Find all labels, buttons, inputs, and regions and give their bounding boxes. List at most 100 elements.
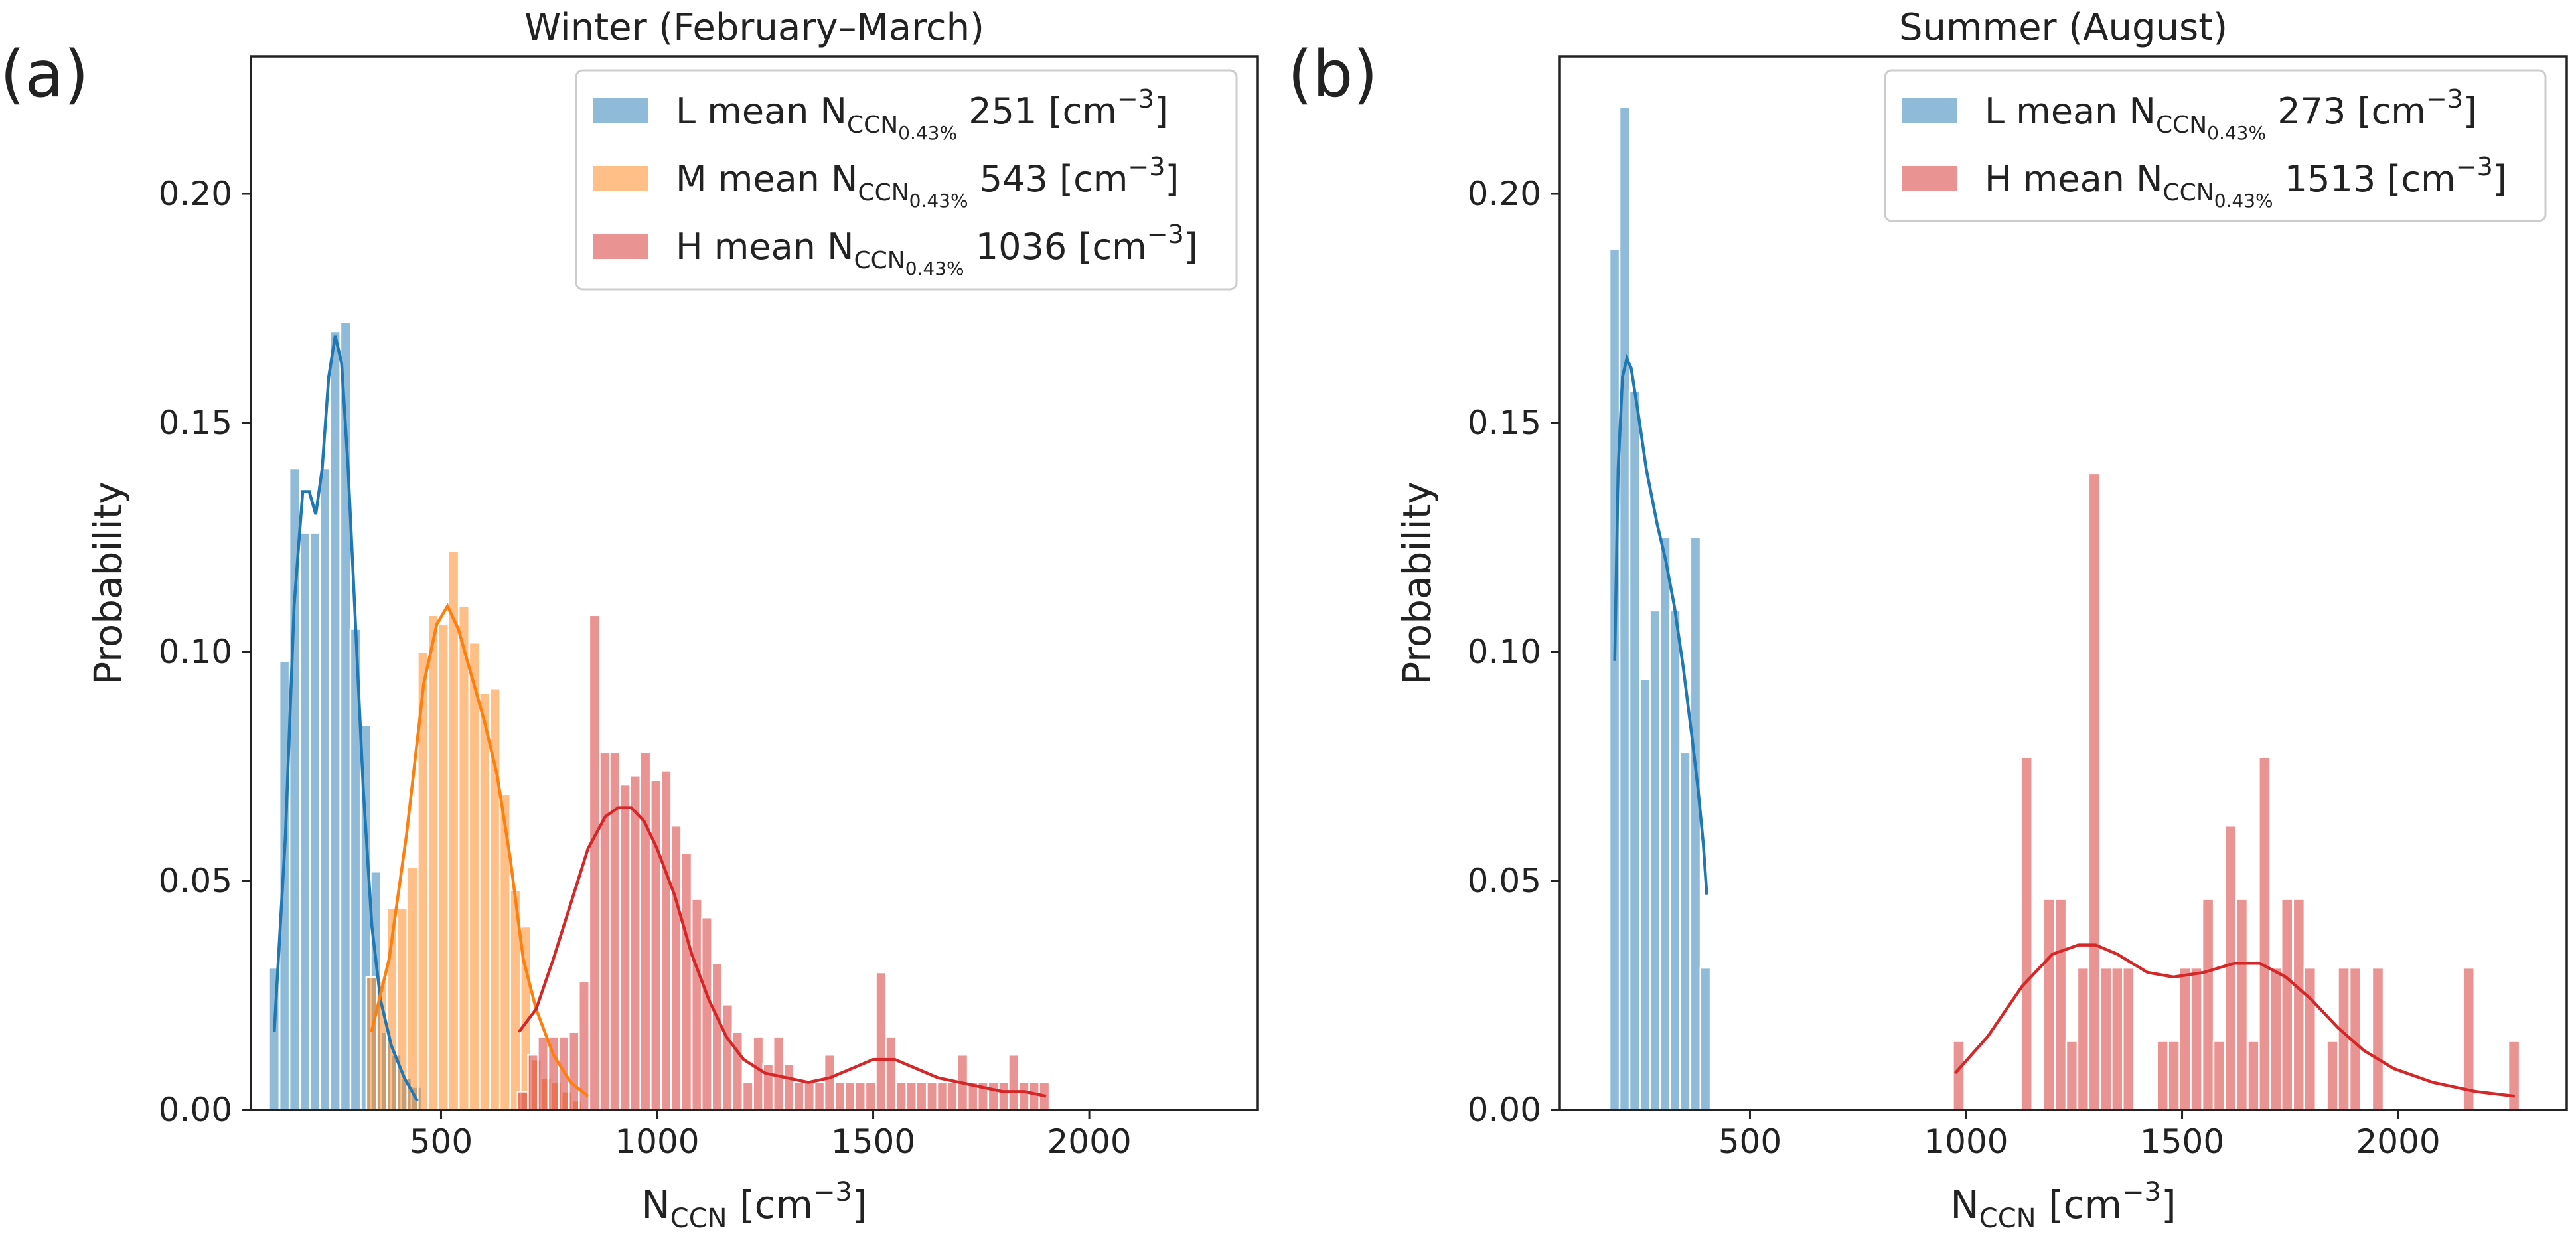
histogram-bar xyxy=(329,330,341,1111)
histogram-bar xyxy=(406,866,419,1111)
series-0-bars xyxy=(268,321,423,1111)
histogram-bar xyxy=(319,467,331,1111)
histogram-bar xyxy=(1659,536,1671,1111)
legend-prefix: M mean N xyxy=(676,158,858,200)
histogram-bar xyxy=(629,775,642,1111)
x-axis-label: NCCN [cm−3] xyxy=(1950,1177,2176,1234)
histogram-bar xyxy=(987,1081,1000,1111)
x-tick-label: 1000 xyxy=(1924,1122,2008,1161)
histogram-bar xyxy=(588,614,601,1111)
x-axis-label: NCCN [cm−3] xyxy=(641,1177,867,1234)
histogram-bar xyxy=(670,824,682,1111)
x-label-main: N xyxy=(641,1182,670,1227)
histogram-bar xyxy=(1669,609,1681,1111)
histogram-bar xyxy=(1018,1081,1030,1111)
legend-value: 543 [cm xyxy=(968,158,1128,200)
x-label-main: N xyxy=(1950,1182,1979,1227)
histogram-bar xyxy=(1699,966,1712,1111)
histogram-bar xyxy=(1649,609,1661,1111)
histogram-bar xyxy=(1639,678,1651,1111)
histogram-bar xyxy=(2303,966,2317,1111)
histogram-bar xyxy=(998,1081,1010,1111)
histogram-bar xyxy=(457,605,470,1111)
histogram-bar xyxy=(2167,1040,2180,1111)
histogram-bar xyxy=(721,1004,734,1111)
y-tick-label: 0.10 xyxy=(159,633,232,671)
legend-exp: −3 xyxy=(2426,84,2463,114)
y-axis-label: Probability xyxy=(1395,481,1440,685)
x-tick-label: 500 xyxy=(410,1122,473,1161)
x-label-exp: −3 xyxy=(2122,1177,2161,1207)
histogram-bar xyxy=(2258,756,2271,1111)
histogram-bar xyxy=(854,1081,866,1111)
legend: L mean NCCN0.43% 273 [cm−3]H mean NCCN0.… xyxy=(1884,69,2547,222)
histogram-bar xyxy=(2371,966,2385,1111)
y-tick-label: 0.20 xyxy=(159,175,232,213)
y-tick-label: 0.05 xyxy=(159,862,232,900)
histogram-bar xyxy=(2156,1040,2170,1111)
legend-subsub: 0.43% xyxy=(2207,122,2266,144)
legend-subsub: 0.43% xyxy=(898,122,957,144)
histogram-bar xyxy=(2507,1040,2521,1111)
histogram-bar xyxy=(741,1081,754,1111)
legend-value: 251 [cm xyxy=(957,90,1117,132)
histogram-bar xyxy=(864,1081,877,1111)
histogram-bar xyxy=(2087,472,2101,1111)
histogram-bar xyxy=(1618,106,1631,1111)
legend-entry: M mean NCCN0.43% 543 [cm−3] xyxy=(676,152,1179,212)
histogram-bar xyxy=(700,916,713,1111)
panel-label: (b) xyxy=(1288,37,1378,112)
y-tick-label: 0.00 xyxy=(159,1091,232,1129)
histogram-bar xyxy=(2076,966,2090,1111)
histogram-bar xyxy=(599,751,611,1111)
histogram-bar xyxy=(926,1081,939,1111)
histogram-bar xyxy=(690,898,703,1111)
histogram-bar xyxy=(1008,1053,1020,1111)
histogram-bar xyxy=(650,779,662,1111)
histogram-bar xyxy=(1689,536,1702,1111)
x-tick-label: 500 xyxy=(1718,1122,1781,1161)
legend-close: ] xyxy=(2493,158,2507,200)
histogram-bar xyxy=(2122,966,2135,1111)
legend-prefix: H mean N xyxy=(676,226,854,268)
series-2-bars xyxy=(516,614,1051,1111)
legend-value: 1513 [cm xyxy=(2273,158,2456,200)
histogram-bar xyxy=(2042,898,2056,1111)
legend-sub: CCN xyxy=(2156,112,2207,139)
legend-swatch xyxy=(1902,98,1957,123)
histogram-bar xyxy=(2292,898,2306,1111)
legend-subsub: 0.43% xyxy=(905,258,964,279)
x-tick-label: 1500 xyxy=(2140,1122,2224,1161)
histogram-bar xyxy=(2020,756,2033,1111)
axes-frame xyxy=(1558,55,2568,1111)
panel-label: (a) xyxy=(0,37,89,112)
histogram-bar xyxy=(2201,898,2215,1111)
x-tick-label: 2000 xyxy=(2356,1122,2440,1161)
legend-sub: CCN xyxy=(847,112,898,139)
histogram-bar xyxy=(568,1031,580,1111)
histogram-bar xyxy=(1028,1081,1041,1111)
histogram-bar xyxy=(813,1081,826,1111)
histogram-bar xyxy=(2054,898,2068,1111)
legend-sub: CCN xyxy=(858,179,909,206)
histogram-bar xyxy=(2269,966,2283,1111)
histogram-bar xyxy=(437,623,450,1111)
histogram-bar xyxy=(299,532,311,1111)
legend-entry: H mean NCCN0.43% 1513 [cm−3] xyxy=(1985,152,2507,212)
histogram-bar xyxy=(2235,898,2249,1111)
histogram-bar xyxy=(680,852,693,1111)
histogram-bar xyxy=(783,1063,795,1111)
chart-title: Winter (February–March) xyxy=(524,6,984,49)
histogram-bar xyxy=(895,1081,907,1111)
histogram-bar xyxy=(516,1091,529,1111)
histogram-bar xyxy=(752,1036,765,1111)
histogram-bar xyxy=(2247,1040,2260,1111)
x-label-close: ] xyxy=(852,1182,868,1227)
histogram-bar xyxy=(2212,1040,2226,1111)
kde-line-series-1 xyxy=(1954,943,2516,1098)
y-tick-label: 0.05 xyxy=(1468,862,1541,900)
chart-title: Summer (August) xyxy=(1899,6,2228,49)
series-0-bars xyxy=(1608,106,1712,1111)
histogram-bar xyxy=(427,614,439,1111)
